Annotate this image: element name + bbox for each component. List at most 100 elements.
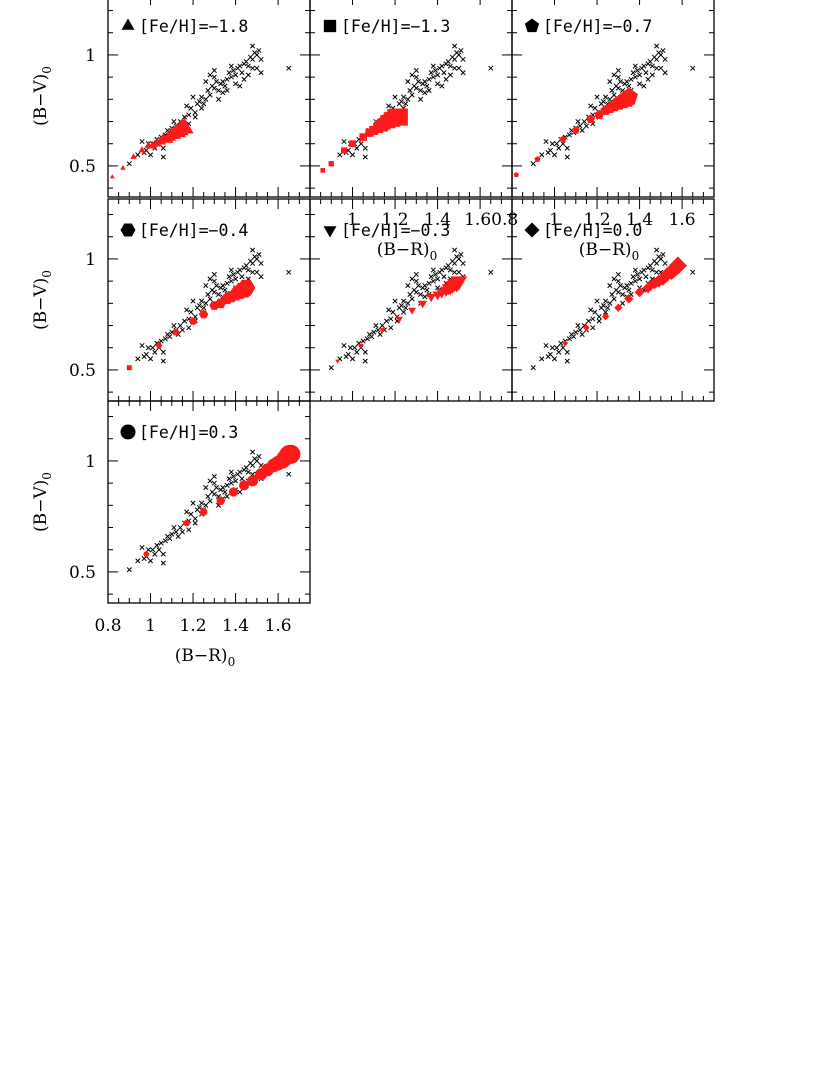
observed-point [222, 287, 228, 293]
observed-point [628, 76, 634, 82]
observed-point [611, 72, 617, 78]
panel-3: [Fe/H]=−0.7 1 1.2 1.4 1.6 (B−R)0 [511, 0, 715, 263]
observed-point [147, 356, 154, 362]
observed-point [207, 72, 213, 78]
observed-point [228, 469, 234, 475]
observed-point [543, 342, 549, 349]
observed-point [658, 52, 664, 58]
y-tick-label: 0.5 [69, 157, 96, 177]
observed-point [558, 340, 564, 346]
observed-point [192, 114, 198, 120]
observed-point [590, 316, 596, 322]
observed-point [615, 67, 621, 74]
observed-point [452, 43, 458, 49]
observed-point [634, 271, 641, 278]
observed-point [228, 278, 234, 284]
observed-point [426, 87, 432, 94]
observed-point [554, 345, 560, 351]
observed-point [126, 567, 132, 573]
observed-point [409, 92, 415, 98]
observed-point [199, 105, 205, 111]
observed-point [141, 556, 147, 562]
observed-point [405, 96, 411, 102]
observed-point [211, 278, 217, 284]
legend-marker [121, 18, 135, 30]
observed-point [654, 56, 660, 62]
observed-point [428, 274, 434, 280]
legend-marker [323, 226, 337, 238]
observed-point [207, 498, 213, 504]
observed-point [220, 283, 226, 289]
observed-point [632, 278, 638, 284]
observed-point [181, 114, 188, 120]
model-series [320, 108, 408, 173]
observed-point [364, 336, 370, 342]
model-point [143, 551, 150, 557]
observed-point [422, 283, 428, 289]
observed-point [556, 349, 562, 355]
observed-point [216, 87, 222, 94]
observed-point [401, 94, 407, 100]
observed-point [418, 291, 424, 298]
observed-point [205, 493, 211, 500]
observed-point [413, 85, 419, 91]
observed-point [392, 94, 398, 100]
observed-point [196, 302, 202, 309]
x-axis-label: (B−R)0 [377, 240, 437, 263]
observed-point [250, 247, 256, 253]
observed-point [609, 291, 615, 298]
observed-point [413, 67, 419, 74]
observed-point [566, 336, 572, 342]
observed-point [632, 63, 638, 69]
observed-point [418, 87, 424, 94]
observed-point [551, 356, 558, 362]
model-point [395, 316, 403, 323]
legend-label: [Fe/H]=0.3 [139, 423, 238, 442]
observed-point [213, 283, 219, 289]
observed-point [607, 300, 613, 306]
model-point [586, 114, 595, 123]
observed-point [177, 524, 183, 531]
observed-point [203, 283, 209, 289]
observed-point [237, 83, 243, 89]
model-point [614, 303, 623, 312]
observed-point [405, 283, 411, 289]
observed-point [447, 72, 453, 78]
observed-point [256, 453, 262, 460]
observed-point [201, 101, 207, 107]
observed-point [607, 79, 613, 85]
observed-point [458, 251, 464, 258]
observed-point [549, 141, 555, 147]
observed-point [658, 256, 664, 262]
observed-point [171, 118, 177, 125]
observed-point [439, 83, 445, 89]
observed-point [600, 302, 606, 309]
observed-point [258, 56, 264, 62]
observed-point [201, 305, 207, 311]
observed-point [152, 349, 158, 355]
model-point [668, 256, 687, 275]
observed-point [690, 65, 696, 71]
observed-point [432, 271, 439, 278]
observed-point [196, 98, 202, 105]
observed-point [362, 145, 368, 151]
observed-point [354, 349, 360, 355]
observed-point [362, 349, 368, 355]
x-tick-label: 1.60.8 [464, 210, 518, 230]
model-point [513, 172, 519, 178]
x-tick-label: 1.6 [669, 210, 696, 230]
observed-point [286, 65, 292, 71]
x-tick-label: 1.4 [626, 210, 653, 230]
observed-point [211, 480, 217, 486]
observed-point [135, 356, 141, 362]
observed-point [539, 152, 545, 158]
observed-point [239, 476, 245, 482]
observed-point [409, 276, 415, 282]
x-tick-label: 1 [549, 210, 560, 230]
observed-point [403, 101, 409, 107]
observed-point [422, 79, 428, 85]
observed-point [415, 79, 421, 85]
observed-point [228, 267, 234, 273]
legend-marker [120, 424, 136, 440]
observed-point [413, 74, 419, 80]
